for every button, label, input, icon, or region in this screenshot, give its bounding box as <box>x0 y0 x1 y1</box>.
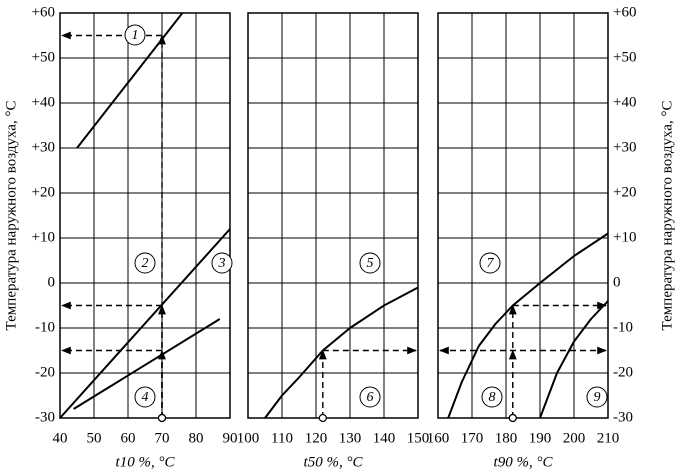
label-circle <box>481 386 503 408</box>
y-tick-label: -30 <box>613 409 633 425</box>
x-axis-label: t10 %, °C <box>116 454 176 470</box>
x-tick-label: 100 <box>237 430 260 446</box>
x-tick-label: 60 <box>121 430 136 446</box>
curve <box>447 232 609 419</box>
guide-origin <box>318 413 327 423</box>
y-tick-label: +50 <box>613 49 636 65</box>
curve-label: 3 <box>218 256 226 271</box>
x-tick-label: 200 <box>563 430 586 446</box>
y-tick-label: -30 <box>35 409 55 425</box>
curve-label: 8 <box>489 390 496 405</box>
x-tick-label: 210 <box>597 430 620 446</box>
x-tick-label: 170 <box>461 430 484 446</box>
x-tick-label: 110 <box>271 430 293 446</box>
curve-label: 2 <box>142 256 149 271</box>
y-tick-label: +10 <box>613 229 636 245</box>
x-tick-label: 140 <box>373 430 396 446</box>
curve-label: 4 <box>142 390 149 405</box>
curve <box>264 286 419 419</box>
plot-frame <box>59 12 231 419</box>
x-axis-label: t50 %, °C <box>304 454 364 470</box>
y-tick-label: -10 <box>613 319 633 335</box>
y-tick-label: +20 <box>32 184 55 200</box>
x-tick-label: 70 <box>155 430 170 446</box>
label-circle <box>134 386 156 408</box>
curve-label: 7 <box>487 256 495 271</box>
label-circle <box>359 252 381 274</box>
x-tick-label: 130 <box>339 430 362 446</box>
curve-label: 9 <box>594 390 601 405</box>
y-tick-label: +40 <box>32 94 55 110</box>
x-axis-label: t90 %, °C <box>494 454 554 470</box>
y-tick-label: -20 <box>35 364 55 380</box>
y-tick-label: +60 <box>32 4 55 20</box>
x-tick-label: 150 <box>407 430 430 446</box>
curve <box>59 228 231 419</box>
label-circle <box>124 24 146 46</box>
x-tick-label: 40 <box>53 430 68 446</box>
x-tick-label: 160 <box>427 430 450 446</box>
y-tick-label: +40 <box>613 94 636 110</box>
guide-origin <box>157 413 167 423</box>
label-circle <box>359 386 381 408</box>
y-tick-label: +30 <box>32 139 55 155</box>
curve <box>539 300 609 419</box>
curve-label: 1 <box>132 28 139 43</box>
x-tick-label: 80 <box>189 430 204 446</box>
x-tick-label: 180 <box>495 430 518 446</box>
y-tick-label: +50 <box>32 49 55 65</box>
y-tick-label: -20 <box>613 364 633 380</box>
y-tick-label: +30 <box>613 139 636 155</box>
x-tick-label: 90 <box>223 430 238 446</box>
y-tick-label: 0 <box>48 274 56 290</box>
x-tick-label: 50 <box>87 430 102 446</box>
y-tick-label: -10 <box>35 319 55 335</box>
curve-label: 5 <box>367 256 374 271</box>
label-circle <box>479 252 501 274</box>
y-tick-label: +10 <box>32 229 55 245</box>
y-tick-label: +20 <box>613 184 636 200</box>
x-tick-label: 190 <box>529 430 552 446</box>
x-tick-label: 120 <box>305 430 328 446</box>
y-tick-label: 0 <box>613 274 621 290</box>
curve <box>73 318 221 410</box>
plot-frame <box>437 12 609 419</box>
y-tick-label: +60 <box>613 4 636 20</box>
label-circle <box>134 252 156 274</box>
guide-origin <box>508 413 517 423</box>
label-circle <box>586 386 608 408</box>
label-circle <box>211 252 233 274</box>
y-axis-label: Температура наружного воздуха, °C <box>3 101 19 331</box>
curve-label: 6 <box>367 390 374 405</box>
plot-frame <box>247 12 419 419</box>
y-axis-label: Температура наружного воздуха, °C <box>659 101 675 331</box>
